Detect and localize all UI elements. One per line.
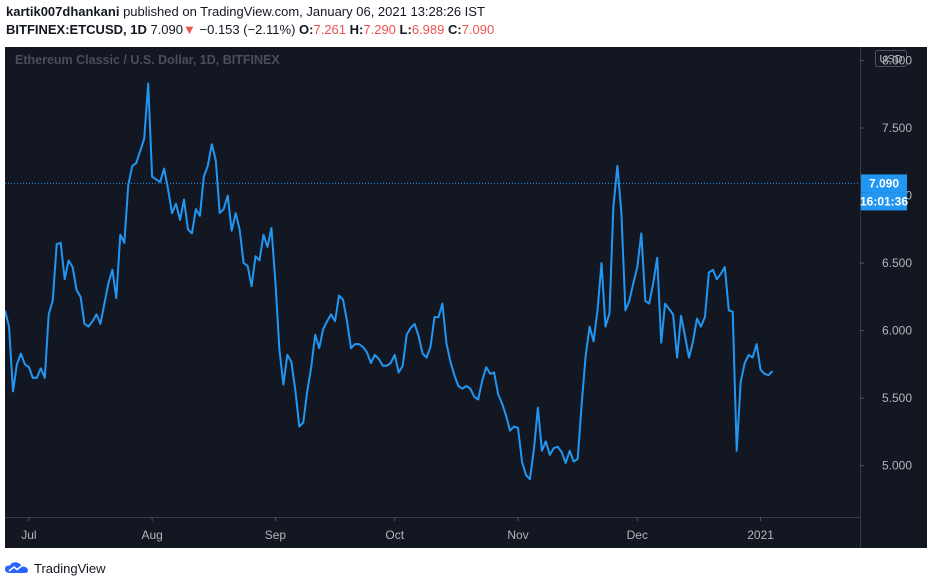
publish-info: kartik007dhankani published on TradingVi… bbox=[6, 4, 485, 19]
x-tick-label: Aug bbox=[141, 528, 162, 542]
last-price: 7.090 bbox=[150, 22, 184, 37]
x-tick-label: Nov bbox=[507, 528, 528, 542]
symbol-info: BITFINEX:ETCUSD, 1D 7.090▼ −0.153 (−2.11… bbox=[6, 22, 494, 37]
chart-background bbox=[5, 47, 927, 548]
y-tick-label: 8.000 bbox=[882, 54, 912, 68]
high-label: H: bbox=[349, 22, 364, 37]
currency-badge-box[interactable] bbox=[875, 50, 907, 67]
x-tick-label: Sep bbox=[265, 528, 287, 542]
countdown-tag bbox=[861, 192, 907, 211]
last-price-label: 7.090 bbox=[869, 176, 899, 190]
published-text: published on TradingView.com, January 06… bbox=[119, 4, 485, 19]
currency-badge: USD bbox=[879, 54, 902, 66]
symbol-label: BITFINEX:ETCUSD, 1D bbox=[6, 22, 147, 37]
close-value: 7.090 bbox=[461, 22, 495, 37]
x-tick-label: Dec bbox=[627, 528, 648, 542]
low-value: 6.989 bbox=[411, 22, 445, 37]
y-tick-label: 5.500 bbox=[882, 391, 912, 405]
chart-frame[interactable]: Ethereum Classic / U.S. Dollar, 1D, BITF… bbox=[4, 47, 927, 548]
countdown-label: 16:01:36 bbox=[860, 194, 908, 208]
x-tick-label: 2021 bbox=[747, 528, 774, 542]
open-label: O: bbox=[299, 22, 314, 37]
y-tick-label: 5.000 bbox=[882, 459, 912, 473]
down-arrow-icon: ▼ bbox=[183, 22, 196, 37]
x-tick-label: Jul bbox=[21, 528, 36, 542]
price-series-line bbox=[4, 82, 774, 481]
low-label: L: bbox=[399, 22, 412, 37]
close-label: C: bbox=[448, 22, 462, 37]
tradingview-logo-icon bbox=[5, 562, 29, 573]
x-tick-label: Oct bbox=[385, 528, 404, 542]
price-chart[interactable]: Ethereum Classic / U.S. Dollar, 1D, BITF… bbox=[4, 47, 927, 548]
last-price-tag bbox=[861, 174, 907, 193]
open-value: 7.261 bbox=[313, 22, 347, 37]
y-tick-label: 6.500 bbox=[882, 256, 912, 270]
author-name[interactable]: kartik007dhankani bbox=[6, 4, 120, 19]
tradingview-brand: TradingView bbox=[34, 560, 106, 576]
y-tick-label: 7.500 bbox=[882, 121, 912, 135]
chart-legend: Ethereum Classic / U.S. Dollar, 1D, BITF… bbox=[15, 53, 280, 67]
high-value: 7.290 bbox=[363, 22, 396, 37]
price-change: −0.153 (−2.11%) bbox=[199, 22, 296, 37]
tradingview-footer[interactable]: TradingView bbox=[4, 558, 106, 578]
y-tick-label: 6.000 bbox=[882, 324, 912, 338]
